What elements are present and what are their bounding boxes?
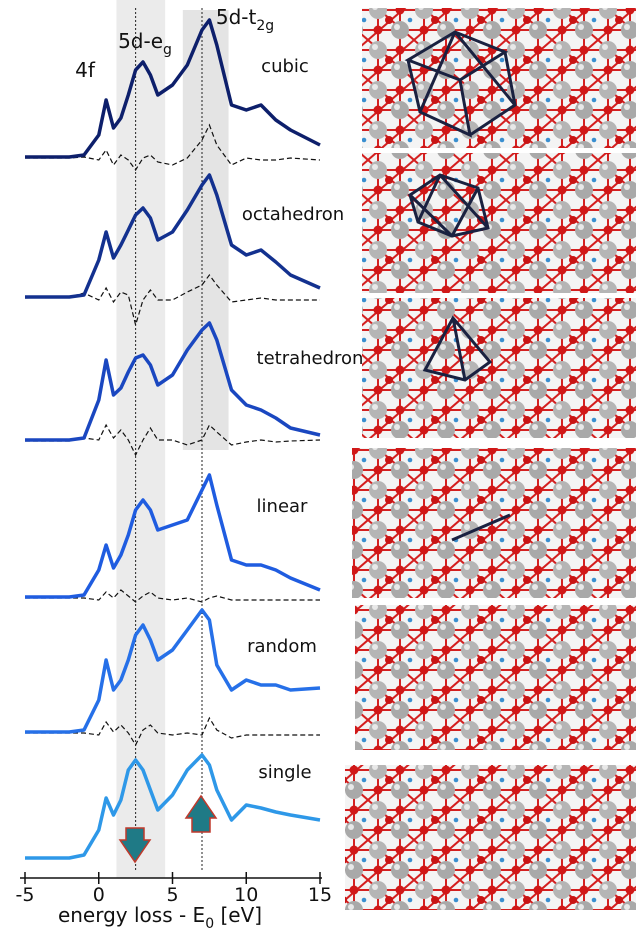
peak-label-sub: 2g <box>256 18 274 34</box>
x-tick-label: -5 <box>16 884 35 906</box>
structure-image <box>362 298 636 438</box>
peak-label-sub: g <box>163 42 172 58</box>
difference-line <box>25 125 320 170</box>
spectrum-line <box>25 175 320 297</box>
difference-line <box>25 275 320 325</box>
series-label: cubic <box>261 56 309 77</box>
x-axis-label-tail: [eV] <box>214 903 262 927</box>
highlight-band <box>183 10 229 450</box>
peak-label: 4f <box>75 58 96 82</box>
plot-area: cubic octahedron tetrahedron linear random si… <box>25 0 363 878</box>
structure-image <box>362 8 636 148</box>
series-label: tetrahedron <box>257 348 364 369</box>
structure-image <box>345 765 636 910</box>
x-axis-label: energy loss - E0 [eV] <box>58 903 262 932</box>
x-tick-label: 10 <box>234 884 258 906</box>
series-label: linear <box>257 496 309 517</box>
peak-label-main: 4f <box>75 58 96 82</box>
highlight-band <box>116 0 165 878</box>
series-label: octahedron <box>242 204 344 225</box>
x-tick-label: 5 <box>166 884 178 906</box>
spectrum-line <box>25 475 320 597</box>
spectrum-line <box>25 20 320 157</box>
figure: cubic octahedron tetrahedron linear random si… <box>0 0 640 937</box>
x-tick-label: 15 <box>308 884 332 906</box>
x-axis-label-sub: 0 <box>205 916 214 932</box>
peak-label-main: 5d-e <box>118 29 163 53</box>
series-label: single <box>258 762 311 783</box>
peak-label-main: 5d-t <box>216 5 257 29</box>
structure-image <box>362 153 636 293</box>
x-tick-label: 0 <box>93 884 105 906</box>
structure-image <box>355 605 636 750</box>
structure-panels <box>345 8 636 910</box>
spectrum-line <box>25 610 320 732</box>
spectrum-line <box>25 323 320 440</box>
x-axis-label-main: energy loss - E <box>58 903 205 927</box>
series-label: random <box>247 636 317 657</box>
